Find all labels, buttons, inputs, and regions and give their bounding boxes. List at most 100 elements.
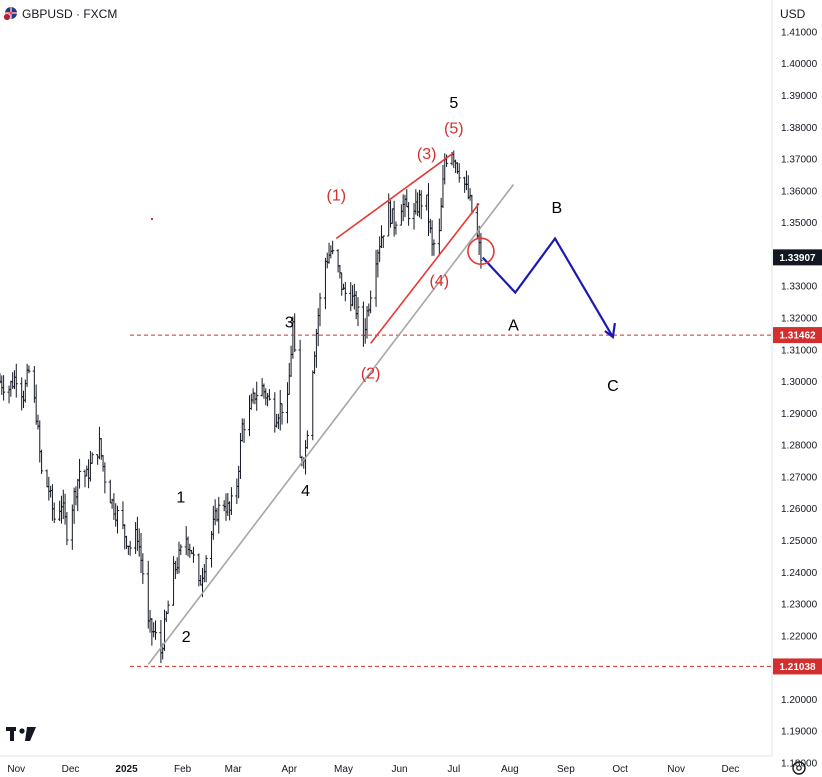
- candle: [153, 620, 158, 640]
- wave-label: 5: [449, 95, 458, 112]
- candle: [316, 308, 320, 347]
- candle: [112, 493, 116, 520]
- price-tick-label: 1.31000: [781, 345, 818, 356]
- candle: [108, 479, 112, 504]
- candle: [27, 365, 31, 374]
- candle: [356, 297, 360, 327]
- candle: [331, 240, 335, 255]
- candle: [479, 233, 483, 269]
- uk-us-flag-icon: [3, 7, 17, 21]
- symbol-title: GBPUSD · FXCM: [22, 7, 117, 21]
- svg-text:1.21038: 1.21038: [779, 662, 816, 673]
- time-tick-label: May: [334, 764, 353, 775]
- candle: [76, 478, 80, 512]
- candle: [468, 188, 472, 201]
- candle: [124, 535, 129, 549]
- candle: [439, 197, 443, 232]
- candle: [251, 388, 255, 404]
- price-tick-label: 1.27000: [781, 472, 818, 483]
- candle: [83, 469, 87, 488]
- candle: [179, 544, 183, 556]
- price-tick-label: 1.37000: [781, 155, 818, 166]
- candle: [20, 377, 24, 411]
- candle: [240, 418, 244, 442]
- candle: [226, 493, 230, 516]
- candle: [77, 458, 82, 489]
- svg-text:1.33907: 1.33907: [779, 253, 816, 264]
- wave-label: B: [552, 200, 563, 217]
- time-axis[interactable]: Nov Dec 2025 Feb Mar Apr May Jun Jul Aug Sep Oct Nov…: [7, 764, 739, 775]
- candle: [253, 392, 257, 405]
- candle: [21, 390, 26, 409]
- candle: [437, 218, 441, 255]
- candle: [166, 600, 170, 614]
- candle: [323, 257, 328, 310]
- candle: [146, 560, 150, 629]
- candle: [416, 192, 420, 217]
- candle: [186, 536, 190, 557]
- candle: [280, 403, 284, 425]
- candle: [72, 487, 76, 524]
- candle: [211, 505, 215, 540]
- candle: [249, 393, 253, 410]
- candle: [99, 438, 103, 460]
- time-tick-label: Jul: [447, 764, 460, 775]
- candle: [101, 454, 105, 472]
- candle: [412, 202, 416, 230]
- price-tick-label: 1.32000: [781, 313, 818, 324]
- candle: [428, 218, 432, 234]
- candle: [455, 162, 460, 174]
- candle: [242, 418, 246, 443]
- candle: [88, 450, 92, 482]
- time-tick-label: Mar: [225, 764, 243, 775]
- price-tick-label: 1.40000: [781, 59, 818, 70]
- candle: [209, 530, 214, 568]
- wave-label: (1): [326, 187, 346, 204]
- candle: [34, 384, 38, 425]
- candle: [354, 291, 358, 320]
- price-axis[interactable]: 1.41000 1.40000 1.39000 1.38000 1.37000 1.360…: [781, 27, 818, 769]
- candle: [276, 413, 281, 429]
- candle: [312, 351, 317, 374]
- candle: [9, 380, 13, 397]
- candle: [0, 375, 4, 395]
- currency-label[interactable]: USD: [780, 7, 806, 21]
- candle: [45, 469, 49, 488]
- svg-text:1.31462: 1.31462: [779, 331, 816, 342]
- candle: [115, 505, 120, 534]
- analysis-overlays: [130, 152, 772, 667]
- candle: [390, 208, 394, 224]
- candle: [32, 366, 36, 403]
- candle: [238, 432, 243, 479]
- candle: [70, 504, 74, 550]
- symbol-header[interactable]: GBPUSD · FXCM: [3, 7, 118, 21]
- price-tick-label: 1.36000: [781, 186, 818, 197]
- candle: [298, 339, 302, 459]
- time-tick-label: Oct: [612, 764, 628, 775]
- candle: [265, 393, 270, 407]
- price-tick-label: 1.26000: [781, 504, 818, 515]
- wave-label: (2): [361, 365, 381, 382]
- time-tick-label: 2025: [115, 764, 138, 775]
- time-tick-label: Sep: [557, 764, 575, 775]
- candle: [392, 200, 396, 237]
- time-tick-label: Apr: [281, 764, 297, 775]
- candle: [25, 363, 29, 387]
- level-price-badge: 1.21038: [773, 658, 822, 675]
- wave-label: (4): [430, 273, 450, 290]
- price-tick-label: 1.22000: [781, 631, 818, 642]
- tradingview-logo-icon[interactable]: [6, 727, 36, 741]
- candle: [463, 176, 467, 193]
- wave-label: (3): [417, 146, 437, 163]
- settings-gear-icon[interactable]: [792, 761, 806, 775]
- trend-support-line: [147, 183, 515, 665]
- candle: [23, 379, 27, 403]
- channel-line: [370, 203, 480, 344]
- wave-label: 1: [176, 489, 185, 506]
- abc-projection-path: [481, 236, 614, 338]
- candle: [260, 378, 264, 397]
- price-tick-label: 1.41000: [781, 27, 818, 38]
- candle: [340, 272, 344, 296]
- candle: [52, 502, 56, 523]
